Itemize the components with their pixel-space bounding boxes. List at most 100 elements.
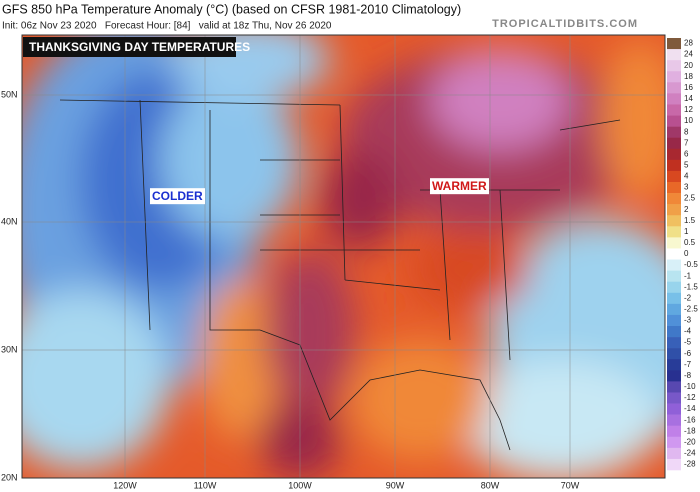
colorbar-label: 10: [684, 116, 693, 125]
lon-label: 90W: [386, 480, 405, 490]
colorbar-swatch: [667, 348, 681, 360]
map-label-bg: [430, 178, 489, 195]
lon-label: 100W: [288, 480, 312, 490]
colorbar-label: 7: [684, 138, 689, 147]
colorbar-swatch: [667, 381, 681, 393]
colorbar-swatch: [667, 292, 681, 305]
colorbar-label: -0.5: [684, 260, 698, 269]
colorbar-swatch: [667, 403, 681, 415]
colorbar-swatch: [667, 182, 681, 194]
lon-label: 80W: [481, 480, 500, 490]
map-label-bg: [150, 188, 205, 205]
colorbar-swatch: [667, 49, 681, 61]
title-box: THANKSGIVING DAY TEMPERATURES: [29, 40, 250, 54]
title-box-bg: [23, 37, 236, 57]
colorbar-label: 24: [684, 50, 693, 59]
map: [22, 35, 665, 478]
colorbar-swatch: [667, 104, 681, 116]
colorbar-swatch: [667, 215, 681, 227]
colorbar-label: 0.5: [684, 238, 696, 247]
colorbar-swatch: [667, 447, 681, 460]
colorbar-label: -7: [684, 360, 692, 369]
colorbar-swatch: [667, 314, 681, 327]
colorbar-label: -8: [684, 371, 692, 380]
colorbar-swatch: [667, 259, 681, 271]
map-label: WARMER: [432, 179, 487, 193]
colorbar-label: 8: [684, 127, 689, 136]
colorbar-label: 18: [684, 72, 693, 81]
colorbar-label: 6: [684, 149, 689, 158]
colorbar-label: -14: [684, 404, 696, 413]
colorbar-label: 0: [684, 249, 689, 258]
lat-label: 50N: [1, 89, 18, 99]
colorbar-swatch: [667, 193, 681, 205]
colorbar-swatch: [667, 303, 681, 316]
colorbar-label: 16: [684, 83, 693, 92]
colorbar-swatch: [667, 436, 681, 449]
colorbar-label: -16: [684, 415, 696, 424]
colorbar-swatch: [667, 337, 681, 349]
title: GFS 850 hPa Temperature Anomaly (°C) (ba…: [2, 2, 461, 16]
colorbar-swatch: [667, 281, 681, 294]
colorbar-swatch: [667, 137, 681, 150]
colorbar-swatch: [667, 270, 681, 282]
colorbar-swatch: [667, 237, 681, 249]
colorbar-swatch: [667, 370, 681, 382]
colorbar-swatch: [667, 126, 681, 138]
colorbar-label: -20: [684, 437, 696, 446]
colorbar-label: -28: [684, 460, 696, 469]
colorbar-label: -12: [684, 393, 696, 402]
colorbar-label: -1: [684, 271, 692, 280]
lon-label: 110W: [194, 480, 217, 490]
colorbar-label: -6: [684, 349, 692, 358]
colorbar-swatch: [667, 170, 681, 183]
colorbar-label: 12: [684, 105, 693, 114]
colorbar-label: -24: [684, 448, 696, 457]
colorbar-label: -2.5: [684, 304, 698, 313]
colorbar-label: -4: [684, 327, 692, 336]
colorbar-label: 20: [684, 61, 693, 70]
lat-label: 30N: [1, 344, 18, 354]
colorbar-swatch: [667, 38, 681, 50]
colorbar-label: 2: [684, 205, 689, 214]
colorbar-swatch: [667, 71, 681, 83]
map-frame: [21, 34, 666, 479]
colorbar-label: -18: [684, 426, 696, 435]
colorbar-label: -2: [684, 293, 692, 302]
colorbar-label: 4: [684, 172, 689, 181]
map-label: COLDER: [152, 189, 203, 203]
colorbar-swatch: [667, 326, 681, 338]
colorbar-label: 1.5: [684, 216, 696, 225]
colorbar-swatch: [667, 159, 681, 172]
colorbar-swatch: [667, 93, 681, 105]
colorbar-swatch: [667, 204, 681, 216]
lat-label: 40N: [1, 216, 18, 226]
colorbar-swatch: [667, 226, 681, 238]
colorbar-swatch: [667, 148, 681, 161]
colorbar-swatch: [667, 414, 681, 426]
lat-label: 20N: [1, 472, 18, 482]
colorbar-label: 3: [684, 183, 689, 192]
colorbar-label: 14: [684, 94, 693, 103]
colorbar-swatch: [667, 425, 681, 438]
colorbar-label: -5: [684, 338, 692, 347]
colorbar-swatch: [667, 458, 681, 471]
colorbar-swatch: [667, 82, 681, 94]
lon-label: 120W: [113, 480, 137, 490]
colorbar-label: -10: [684, 382, 696, 391]
colorbar-label: 5: [684, 160, 689, 169]
colorbar-swatch: [667, 248, 681, 260]
colorbar-label: -3: [684, 316, 692, 325]
colorbar-label: 1: [684, 227, 689, 236]
colorbar-label: 2.5: [684, 194, 696, 203]
lon-label: 70W: [561, 480, 580, 490]
colorbar-swatch: [667, 115, 681, 127]
site: TROPICALTIDBITS.COM: [492, 18, 638, 30]
colorbar-label: 28: [684, 39, 693, 48]
init-line: Init: 06z Nov 23 2020 Forecast Hour: [84…: [2, 21, 332, 32]
colorbar-swatch: [667, 60, 681, 72]
colorbar-swatch: [667, 359, 681, 371]
colorbar-label: -1.5: [684, 282, 698, 291]
colorbar-swatch: [667, 392, 681, 404]
